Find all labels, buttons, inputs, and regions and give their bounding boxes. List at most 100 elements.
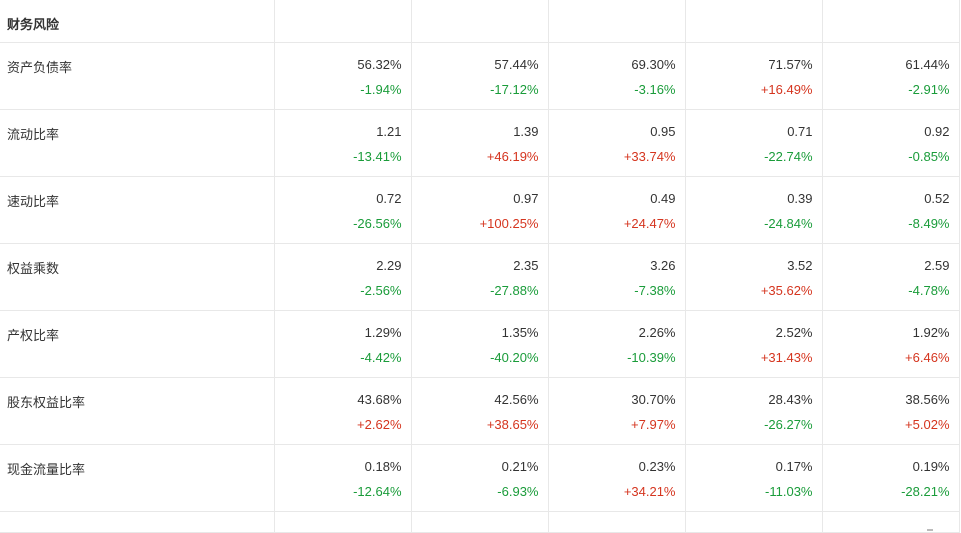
yoy-change: -17.12% [490,82,539,97]
metric-value: 1.39 [513,124,539,139]
yoy-change: -6.93% [497,484,539,499]
metric-value-cell: 1.35% -40.20% [411,310,549,378]
header-cell [685,0,823,43]
metric-label-cell: 速动比率 [0,176,275,244]
metric-value: 1.35% [501,325,539,340]
table-row-partial [0,511,960,533]
yoy-change: +46.19% [486,149,539,164]
metric-value-cell: 30.70% +7.97% [548,377,686,445]
metric-label: 股东权益比率 [7,395,86,410]
metric-label: 现金流量比率 [7,462,86,477]
scrollbar-thumb[interactable] [927,529,933,531]
metric-value-cell: 38.56% +5.02% [822,377,960,445]
metric-value: 61.44% [905,57,950,72]
yoy-change: +2.62% [357,417,402,432]
metric-value-cell: 0.23% +34.21% [548,444,686,512]
section-header-row: 财务风险 [0,0,960,43]
section-title: 财务风险 [7,17,60,32]
metric-value-cell: 0.72 -26.56% [274,176,412,244]
metric-value-cell: 0.49 +24.47% [548,176,686,244]
yoy-change: -4.78% [908,283,950,298]
metric-value: 1.29% [364,325,402,340]
empty-cell [0,511,275,533]
metric-value-cell: 1.21 -13.41% [274,109,412,177]
metric-value: 0.17% [775,459,813,474]
metric-label: 速动比率 [7,194,60,209]
metric-value: 0.92 [924,124,950,139]
metric-value: 2.52% [775,325,813,340]
metric-label: 权益乘数 [7,261,60,276]
metric-value-cell: 0.92 -0.85% [822,109,960,177]
metric-value: 0.18% [364,459,402,474]
empty-cell [548,511,686,533]
metric-value: 1.21 [376,124,402,139]
yoy-change: +16.49% [760,82,813,97]
yoy-change: -26.27% [764,417,813,432]
yoy-change: -7.38% [634,283,676,298]
metric-value-cell: 56.32% -1.94% [274,42,412,110]
metric-value-cell: 0.52 -8.49% [822,176,960,244]
metric-value-cell: 71.57% +16.49% [685,42,823,110]
yoy-change: -1.94% [360,82,402,97]
metric-value: 71.57% [768,57,813,72]
table-row: 权益乘数 2.29 -2.56% 2.35 -27.88% 3.26 -7.38% 3.52 +… [0,243,960,311]
yoy-change: -4.42% [360,350,402,365]
metric-value-cell: 0.95 +33.74% [548,109,686,177]
metric-value: 43.68% [357,392,402,407]
metric-label-cell: 权益乘数 [0,243,275,311]
metric-value: 57.44% [494,57,539,72]
metric-value-cell: 3.26 -7.38% [548,243,686,311]
metric-value: 1.92% [912,325,950,340]
yoy-change: -27.88% [490,283,539,298]
yoy-change: -3.16% [634,82,676,97]
yoy-change: -10.39% [627,350,676,365]
metric-value: 42.56% [494,392,539,407]
yoy-change: +34.21% [623,484,676,499]
table-row: 产权比率 1.29% -4.42% 1.35% -40.20% 2.26% -10.39% 2… [0,310,960,378]
yoy-change: +33.74% [623,149,676,164]
yoy-change: +35.62% [760,283,813,298]
metric-value: 0.95 [650,124,676,139]
metric-value-cell: 43.68% +2.62% [274,377,412,445]
metric-label: 资产负债率 [7,60,73,75]
horizontal-scrollbar[interactable] [0,513,961,533]
metric-value-cell: 42.56% +38.65% [411,377,549,445]
metric-label-cell: 资产负债率 [0,42,275,110]
yoy-change: -22.74% [764,149,813,164]
yoy-change: -8.49% [908,216,950,231]
empty-cell [274,511,412,533]
table-row: 股东权益比率 43.68% +2.62% 42.56% +38.65% 30.70% +7.… [0,377,960,445]
metric-value: 0.97 [513,191,539,206]
metric-value: 2.26% [638,325,676,340]
metric-value-cell: 2.52% +31.43% [685,310,823,378]
yoy-change: +5.02% [905,417,950,432]
yoy-change: +100.25% [479,216,539,231]
metric-value-cell: 1.29% -4.42% [274,310,412,378]
metric-value: 28.43% [768,392,813,407]
metric-value: 0.19% [912,459,950,474]
metric-value-cell: 0.17% -11.03% [685,444,823,512]
metric-value: 2.35 [513,258,539,273]
metric-value: 2.59 [924,258,950,273]
table-row: 现金流量比率 0.18% -12.64% 0.21% -6.93% 0.23% +34.21… [0,444,960,512]
metric-value-cell: 0.18% -12.64% [274,444,412,512]
yoy-change: -13.41% [353,149,402,164]
metric-label-cell: 产权比率 [0,310,275,378]
table-row: 速动比率 0.72 -26.56% 0.97 +100.25% 0.49 +24.47% 0.… [0,176,960,244]
metric-value-cell: 2.26% -10.39% [548,310,686,378]
header-cell [548,0,686,43]
metric-value: 0.71 [787,124,813,139]
yoy-change: +7.97% [631,417,676,432]
metric-value-cell: 2.29 -2.56% [274,243,412,311]
metric-value: 69.30% [631,57,676,72]
metric-value-cell: 0.39 -24.84% [685,176,823,244]
empty-cell [411,511,549,533]
metric-value-cell: 69.30% -3.16% [548,42,686,110]
metric-value: 3.26 [650,258,676,273]
metric-label-cell: 现金流量比率 [0,444,275,512]
yoy-change: +38.65% [486,417,539,432]
metric-value-cell: 28.43% -26.27% [685,377,823,445]
metric-value-cell: 0.21% -6.93% [411,444,549,512]
yoy-change: +6.46% [905,350,950,365]
